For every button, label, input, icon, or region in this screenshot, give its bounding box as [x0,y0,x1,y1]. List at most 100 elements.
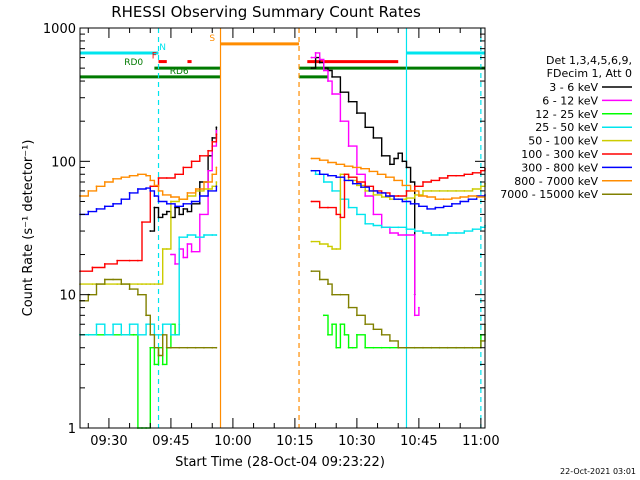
x-tick-label: 10:45 [400,434,437,449]
data-point [91,283,94,286]
data-point [322,181,325,183]
flag-label-s: S [209,34,215,44]
data-point [310,157,313,160]
data-point [442,205,445,208]
data-point [170,200,172,203]
data-point [372,194,375,196]
flag-label-f: F [152,52,157,62]
data-point [335,346,338,349]
data-point [351,182,354,185]
data-point [318,58,321,61]
data-point [343,173,346,176]
flag-label-rd0: RD0 [124,58,143,68]
data-point [149,346,152,349]
data-point [430,190,433,192]
data-point [438,190,441,192]
data-point [347,306,350,309]
data-point [149,333,152,336]
series-line-4 [80,182,218,285]
data-point [413,346,416,349]
data-point [438,177,441,179]
data-point [343,333,346,336]
data-point [178,236,181,239]
data-point [120,333,123,336]
data-point [335,248,338,250]
series-line-4 [311,173,486,250]
data-point [430,346,433,349]
data-point [120,176,123,179]
series-line-5 [80,134,218,272]
data-point [446,346,449,349]
data-point [128,288,131,291]
data-point [165,210,168,213]
data-point [327,283,329,286]
legend-label: 100 - 300 keV [521,148,598,161]
data-point [310,56,313,59]
data-point [339,323,342,326]
data-point [165,346,168,349]
data-point [347,346,350,349]
data-point [141,221,143,224]
data-point [186,191,189,194]
data-point [339,293,342,296]
data-point [479,169,482,172]
data-point [455,174,457,177]
data-point [479,226,482,229]
data-point [178,198,181,201]
data-point [170,333,172,336]
data-point [442,198,445,201]
data-point [327,174,329,177]
data-point [310,67,313,70]
data-point [409,190,412,192]
data-point [467,195,470,197]
data-point [136,173,139,176]
data-point [186,243,189,245]
data-point [417,205,420,208]
data-point [430,234,433,236]
data-point [471,171,474,174]
data-point [87,333,90,336]
data-point [310,270,313,273]
data-point [95,323,98,326]
data-point [314,52,317,54]
data-point [471,228,474,231]
data-point [405,197,408,199]
data-point [128,259,131,262]
data-point [355,181,358,183]
data-point [157,200,160,203]
data-point [203,234,205,236]
data-point [103,278,106,281]
data-point [331,75,333,78]
data-point [471,346,474,349]
data-point [331,190,333,192]
data-point [380,333,383,336]
data-point [310,200,313,203]
data-point [413,314,416,317]
series-line-8 [80,278,217,357]
data-point [178,346,181,349]
data-point [194,346,197,349]
data-point [331,293,333,296]
data-point [149,283,152,286]
legend-header: Det 1,3,4,5,6,9, [546,54,632,67]
data-point [318,173,321,176]
data-point [318,159,321,162]
series-line-2 [80,323,180,429]
data-point [211,234,214,236]
data-point [153,283,156,286]
data-point [380,196,383,198]
data-point [318,243,321,245]
data-point [174,205,176,208]
flag-label-rd6: RD6 [170,67,189,77]
data-point [364,222,367,225]
data-point [161,333,164,336]
data-point [463,346,466,349]
data-point [335,213,338,216]
data-point [186,234,189,236]
data-point [451,197,453,199]
data-point [120,198,123,201]
legend-label: 7000 - 15000 keV [500,188,598,201]
data-point [471,188,474,190]
y-tick-label: 1000 [43,22,76,37]
